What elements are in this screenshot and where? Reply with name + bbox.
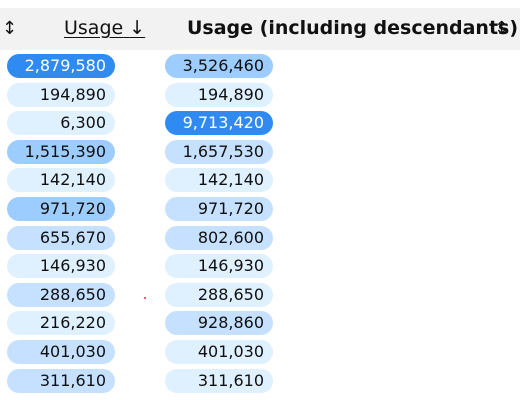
table-row[interactable]: 401,030 401,030 <box>0 338 520 366</box>
table-row[interactable]: 142,140 142,140 <box>0 166 520 194</box>
descendants-usage-cell: 311,610 <box>165 368 273 393</box>
table-row[interactable]: 216,220 928,860 <box>0 309 520 337</box>
usage-column-label: Usage <box>64 17 124 39</box>
table-row[interactable]: 288,650 288,650 <box>0 281 520 309</box>
table-row[interactable]: 311,610 311,610 <box>0 367 520 395</box>
usage-cell: 401,030 <box>7 340 115 364</box>
table-row[interactable]: 6,300 9,713,420 <box>0 109 520 137</box>
descendants-usage-cell: 142,140 <box>165 168 273 193</box>
usage-cell: 288,650 <box>7 282 115 307</box>
usage-cell: 6,300 <box>7 111 115 136</box>
descendants-usage-cell: 401,030 <box>165 340 273 364</box>
descendants-usage-cell: 146,930 <box>165 254 273 279</box>
usage-cell: 311,610 <box>7 368 115 393</box>
descendants-usage-cell: 288,650 <box>165 282 273 307</box>
usage-cell: 655,670 <box>7 225 115 250</box>
table-header <box>0 8 520 50</box>
descendants-usage-cell: 194,890 <box>165 82 273 107</box>
descendants-column-label: Usage (including descendants) <box>187 17 519 39</box>
descendants-usage-cell: 971,720 <box>165 197 273 221</box>
usage-cell: 1,515,390 <box>7 139 115 164</box>
table-row[interactable]: 194,890 194,890 <box>0 81 520 109</box>
descendants-usage-cell: 3,526,460 <box>165 54 273 78</box>
usage-cell: 146,930 <box>7 254 115 279</box>
table-row[interactable]: 971,720 971,720 <box>0 195 520 223</box>
table-row[interactable]: 655,670 802,600 <box>0 224 520 252</box>
descendants-usage-cell: 9,713,420 <box>165 111 273 136</box>
table-row[interactable]: 146,930 146,930 <box>0 252 520 280</box>
usage-column-header[interactable]: Usage ↓ <box>64 19 145 38</box>
sort-updown-icon[interactable]: ↕ <box>494 18 510 39</box>
sort-updown-icon[interactable]: ↕ <box>2 18 18 39</box>
usage-cell: 971,720 <box>7 197 115 221</box>
usage-cell: 216,220 <box>7 311 115 336</box>
sort-descending-icon: ↓ <box>129 17 146 39</box>
cursor-dot <box>144 297 146 299</box>
usage-cell: 2,879,580 <box>7 54 115 78</box>
descendants-usage-cell: 928,860 <box>165 311 273 336</box>
table-row[interactable]: 1,515,390 1,657,530 <box>0 138 520 166</box>
usage-cell: 194,890 <box>7 82 115 107</box>
descendants-column-header[interactable]: Usage (including descendants) <box>187 19 518 38</box>
usage-cell: 142,140 <box>7 168 115 193</box>
descendants-usage-cell: 1,657,530 <box>165 139 273 164</box>
descendants-usage-cell: 802,600 <box>165 225 273 250</box>
table-row[interactable]: 2,879,580 3,526,460 <box>0 52 520 80</box>
